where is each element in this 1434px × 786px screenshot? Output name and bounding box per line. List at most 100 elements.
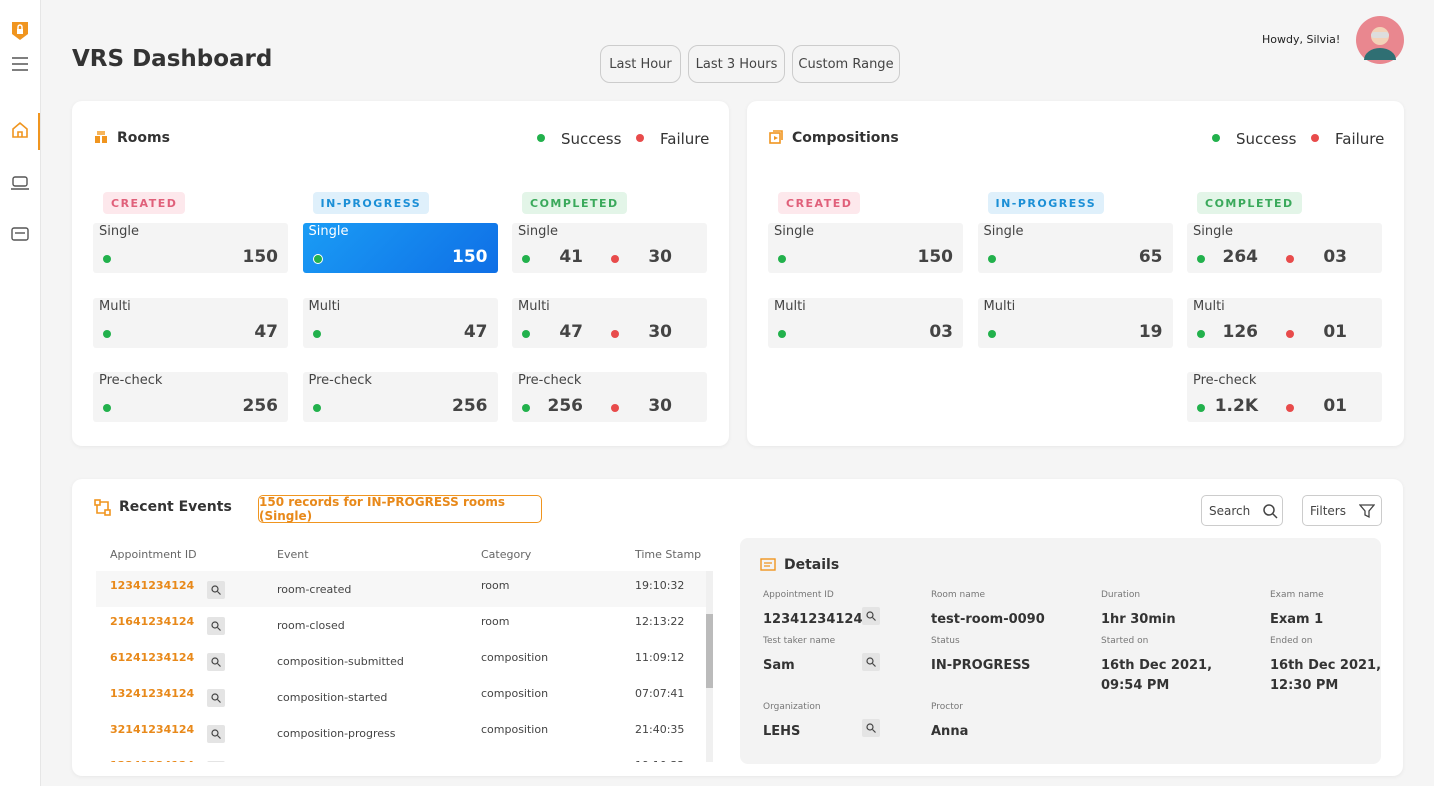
stat-card[interactable]: Single 65 [977,223,1173,273]
search-button[interactable] [862,719,880,737]
success-value: 256 [242,396,279,416]
appointment-id[interactable]: 12341234124 [110,579,195,592]
stat-card[interactable]: Single 150 [93,223,288,273]
field-label: Organization [763,702,821,712]
stat-card[interactable]: Multi 47 30 [512,297,707,348]
appointment-id[interactable]: 61241234124 [110,651,195,664]
detail-field: Duration 1hr 30min [1101,590,1270,630]
success-dot [103,329,111,338]
field-label: Test taker name [763,636,836,646]
search-box[interactable]: Search [1201,495,1283,526]
success-value: 264 [1222,247,1259,267]
stat-card[interactable]: Multi 47 [302,297,498,348]
time-range-button[interactable]: Last 3 Hours [688,45,785,83]
column-header: Event [277,548,309,561]
stat-card[interactable]: Multi 47 [93,297,288,348]
stat-card[interactable]: Multi 126 01 [1187,297,1382,348]
card-label: Multi [99,298,131,314]
detail-field: Ended on 16th Dec 2021, 12:30 PM [1270,636,1381,696]
search-button[interactable] [862,653,880,671]
status-badge: CREATED [778,192,861,214]
failure-dot [1286,404,1294,412]
avatar[interactable] [1356,16,1404,64]
stat-card[interactable]: Multi 03 [768,297,963,348]
search-button[interactable] [207,725,225,743]
detail-field: Room name test-room-0090 [931,590,1101,630]
field-label: Exam name [1270,590,1324,600]
rooms-icon[interactable] [10,175,30,191]
field-value: IN-PROGRESS [931,658,1031,673]
appointment-id[interactable]: 32141234124 [110,723,195,736]
appointment-id[interactable]: 12341234124 [110,759,194,762]
category: composition [481,723,549,736]
stat-card[interactable]: Single 150 [302,223,498,273]
time-stamp: 19:10:32 [635,579,685,592]
success-dot [778,329,786,338]
appointment-id[interactable]: 13241234124 [110,687,195,700]
search-button[interactable] [207,689,225,707]
failure-value: 01 [1323,396,1347,416]
stat-card[interactable]: Pre-check 1.2K 01 [1187,372,1382,422]
status-badge: COMPLETED [1197,192,1302,214]
compositions-icon[interactable] [10,226,30,242]
home-icon[interactable] [11,121,29,139]
event-row[interactable]: 13241234124 composition-started compositio… [96,679,706,716]
success-value: 256 [547,396,584,416]
time-stamp: 19:10:32 [635,759,684,762]
column-header: Category [481,548,532,561]
greeting: Howdy, Silvia! [1262,33,1341,46]
failure-value: 30 [648,396,672,416]
category: room [481,759,509,762]
card-label: Single [518,224,558,239]
failure-dot [1286,329,1294,338]
stat-card[interactable]: Single 150 [768,223,963,273]
detail-field: Status IN-PROGRESS [931,636,1101,696]
success-dot [987,329,996,338]
search-button[interactable] [207,581,225,599]
events-title: Recent Events [119,499,232,515]
search-button[interactable] [207,653,225,671]
menu-icon[interactable] [11,56,29,72]
time-range-button[interactable]: Custom Range [792,45,900,83]
search-button[interactable] [862,607,880,625]
stat-card[interactable]: Single 264 03 [1187,223,1382,273]
event-name: composition-submitted [277,655,404,668]
stat-card[interactable]: Single 41 30 [512,223,707,273]
failure-value: 30 [648,247,672,267]
success-dot [312,254,323,264]
search-button[interactable] [207,617,225,635]
event-name: composition-started [277,691,388,704]
stat-card[interactable]: Pre-check 256 [302,372,498,422]
time-range-button[interactable]: Last Hour [600,45,681,83]
success-dot [522,329,530,338]
legend-dot [1212,134,1220,142]
detail-field: Organization LEHS [763,702,931,742]
category: composition [481,651,549,664]
failure-dot [611,255,619,263]
details-fields: Appointment ID 12341234124 Room name test-r… [763,590,1381,742]
filters-button[interactable]: Filters [1302,495,1382,526]
stat-card[interactable]: Pre-check 256 [93,372,288,422]
stat-card[interactable]: Pre-check 256 30 [512,372,707,422]
status-badge: COMPLETED [522,192,627,214]
legend-dot [537,134,545,142]
field-value: Exam 1 [1270,612,1324,627]
field-label: Started on [1101,636,1149,646]
failure-value: 30 [648,321,672,342]
appointment-id[interactable]: 21641234124 [110,615,195,628]
scroll-thumb[interactable] [706,614,713,688]
event-row[interactable]: 32141234124 composition-progress compositi… [96,715,706,752]
time-stamp: 11:09:12 [635,651,685,664]
event-name: room-created [277,583,352,596]
event-row[interactable]: 21641234124 room-closed room 12:13:22 [96,607,706,644]
card-label: Pre-check [99,373,163,388]
stat-card[interactable]: Multi 19 [977,297,1173,348]
search-button[interactable] [207,761,225,762]
event-row[interactable]: 61241234124 composition-submitted composit… [96,643,706,680]
success-value: 150 [242,247,279,267]
card-label: Multi [308,298,341,314]
success-value: 47 [254,321,278,342]
sidebar [0,0,41,786]
